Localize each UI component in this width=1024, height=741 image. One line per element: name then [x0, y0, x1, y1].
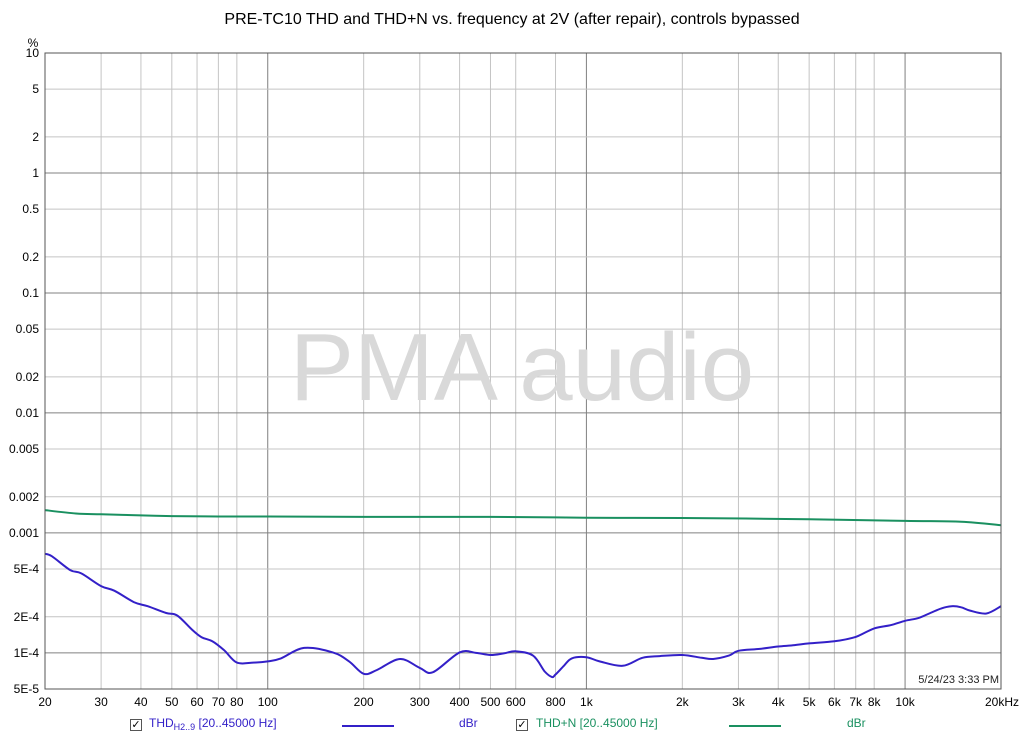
- x-tick-labels: 20 30 40 50 60 70 80 100 200 300 400 500 600 800 1k 2k 3…: [38, 695, 1019, 709]
- grid-lines: [45, 53, 1001, 689]
- legend-thd-label: THDH2..9 [20..45000 Hz]: [149, 716, 277, 732]
- y-tick-label: 0.02: [16, 370, 40, 384]
- legend-thd-label-sub: H2..9: [173, 722, 196, 732]
- x-tick-label: 400: [450, 695, 470, 709]
- legend-thdn-label: THD+N [20..45000 Hz]: [536, 716, 658, 730]
- legend-thd-checkbox[interactable]: ✓: [130, 719, 142, 731]
- x-tick-label: 20: [38, 695, 52, 709]
- watermark: PMA audio: [290, 314, 754, 421]
- legend-thdn-checkbox[interactable]: ✓: [516, 719, 528, 731]
- y-tick-labels: 10 5 2 1 0.5 0.2 0.1 0.05 0.02 0.01 0.005 0.002 0.00…: [9, 46, 39, 696]
- x-tick-label: 70: [212, 695, 226, 709]
- y-unit-label: %: [28, 36, 39, 50]
- x-tick-label: 8k: [868, 695, 882, 709]
- x-tick-label: 10k: [895, 695, 915, 709]
- x-tick-label: 3k: [732, 695, 746, 709]
- x-tick-label: 30: [94, 695, 108, 709]
- y-tick-label: 0.01: [16, 406, 40, 420]
- x-tick-label: 7k: [849, 695, 863, 709]
- chart-canvas: PRE-TC10 THD and THD+N vs. frequency at …: [9, 11, 1019, 709]
- x-tick-label: 1k: [580, 695, 594, 709]
- y-tick-label: 10: [26, 46, 40, 60]
- plot-border: [44, 52, 1002, 690]
- x-tick-label: 200: [354, 695, 374, 709]
- legend-thd-swatch: [342, 725, 394, 727]
- x-tick-label: 40: [134, 695, 148, 709]
- y-tick-label: 0.1: [22, 286, 39, 300]
- y-tick-label: 0.002: [9, 490, 39, 504]
- x-tick-label: 600: [506, 695, 526, 709]
- timestamp-bg: [908, 670, 1000, 688]
- y-tick-label: 1E-4: [14, 646, 40, 660]
- x-tick-label: 6k: [828, 695, 842, 709]
- x-tick-label: 60: [190, 695, 204, 709]
- timestamp: 5/24/23 3:33 PM: [918, 674, 999, 686]
- y-tick-label: 0.2: [22, 250, 39, 264]
- y-tick-label: 1: [32, 166, 39, 180]
- y-tick-label: 0.001: [9, 526, 39, 540]
- x-tick-label: 4k: [772, 695, 786, 709]
- legend-thdn-unit: dBr: [847, 716, 866, 730]
- x-tick-label: 5k: [803, 695, 817, 709]
- x-tick-label: 500: [480, 695, 500, 709]
- legend-thd-unit: dBr: [459, 716, 478, 730]
- plot-area: [45, 53, 1001, 689]
- series-thdn-line: [44, 509, 1002, 527]
- legend-thd-label-rest: [20..45000 Hz]: [195, 716, 277, 730]
- legend: ✓ THDH2..9 [20..45000 Hz] dBr ✓ THD+N [2…: [0, 714, 1024, 738]
- x-tick-label: 20kHz: [985, 695, 1019, 709]
- x-tick-label: 50: [165, 695, 179, 709]
- y-tick-label: 5E-4: [14, 562, 40, 576]
- y-tick-label: 2: [32, 130, 39, 144]
- y-tick-label: 0.05: [16, 322, 40, 336]
- y-tick-label: 5: [32, 82, 39, 96]
- x-tick-label: 800: [546, 695, 566, 709]
- legend-thdn-swatch: [729, 725, 781, 727]
- x-tick-label: 100: [258, 695, 278, 709]
- y-tick-label: 2E-4: [14, 610, 40, 624]
- y-tick-label: 0.005: [9, 442, 39, 456]
- x-tick-label: 2k: [676, 695, 690, 709]
- legend-thd-label-main: THD: [149, 716, 174, 730]
- x-tick-label: 300: [410, 695, 430, 709]
- series-layer: [44, 509, 1002, 679]
- x-tick-label: 80: [230, 695, 244, 709]
- y-tick-label: 0.5: [22, 202, 39, 216]
- series-thd-line: [44, 552, 1002, 679]
- chart-title: PRE-TC10 THD and THD+N vs. frequency at …: [224, 11, 799, 28]
- y-tick-label: 5E-5: [14, 682, 40, 696]
